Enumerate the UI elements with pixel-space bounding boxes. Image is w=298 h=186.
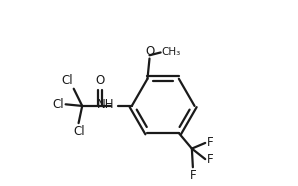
Text: NH: NH [97,98,115,111]
Text: Cl: Cl [52,98,64,111]
Text: F: F [207,136,213,149]
Text: CH₃: CH₃ [162,47,181,57]
Text: F: F [190,169,196,182]
Text: O: O [95,74,105,87]
Text: Cl: Cl [61,74,73,87]
Text: O: O [145,44,154,57]
Text: Cl: Cl [73,125,85,138]
Text: F: F [207,153,213,166]
